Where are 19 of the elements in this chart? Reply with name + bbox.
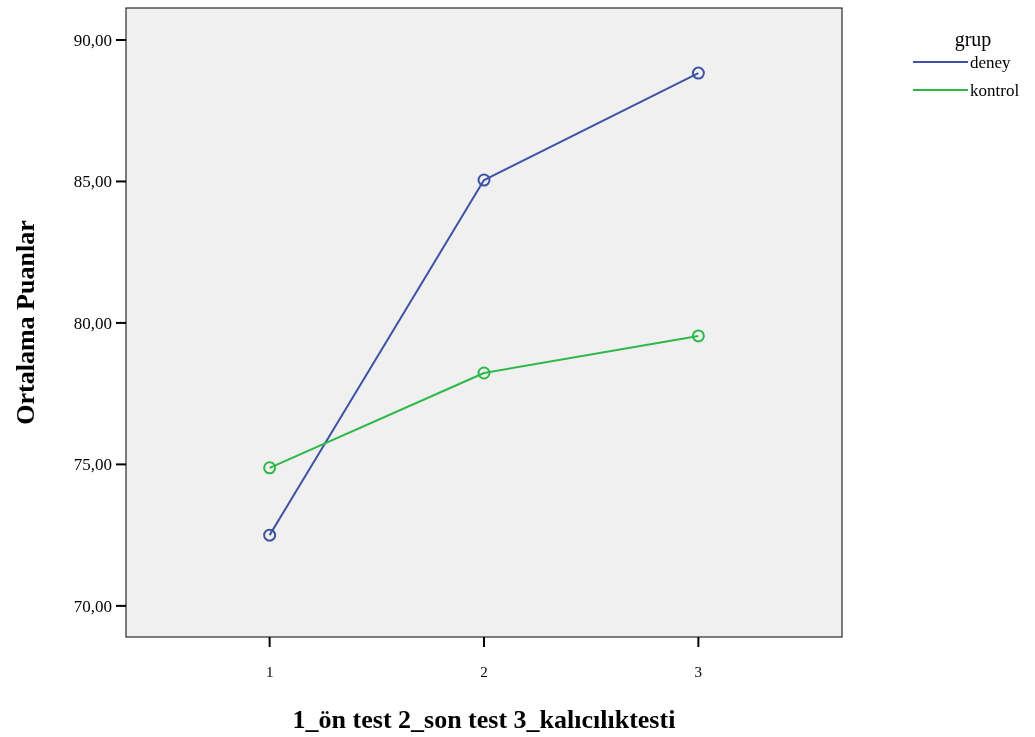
point [263, 528, 277, 542]
y-tick-label: 80,00 [73, 313, 112, 333]
x-tick-label: 1 [265, 664, 274, 680]
y-tick-label: 85,00 [73, 172, 112, 192]
y-axis-title: Ortalama Puanlar [11, 220, 40, 425]
legend-title: grup [954, 28, 992, 51]
point [477, 173, 491, 187]
x-tick-label: 3 [694, 664, 703, 680]
x-axis-title: 1_ön test 2_son test 3_kalıcılıktesti [292, 705, 676, 734]
point [263, 461, 277, 475]
y-tick-label: 90,00 [73, 30, 112, 50]
point [691, 329, 705, 343]
y-tick-label: 75,00 [73, 455, 112, 475]
point [477, 366, 491, 380]
y-tick-label: 70,00 [73, 596, 112, 616]
legend-label: deney [970, 52, 1012, 72]
x-tick-label: 2 [480, 664, 488, 680]
point [691, 66, 705, 80]
legend-label: kontrol [970, 80, 1020, 100]
